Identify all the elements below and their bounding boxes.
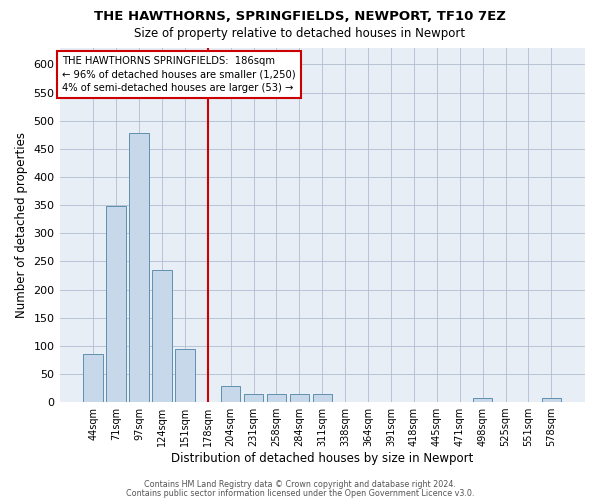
Text: Contains HM Land Registry data © Crown copyright and database right 2024.: Contains HM Land Registry data © Crown c… bbox=[144, 480, 456, 489]
Y-axis label: Number of detached properties: Number of detached properties bbox=[15, 132, 28, 318]
Bar bbox=[542, 398, 561, 402]
Bar bbox=[152, 270, 172, 402]
Text: THE HAWTHORNS, SPRINGFIELDS, NEWPORT, TF10 7EZ: THE HAWTHORNS, SPRINGFIELDS, NEWPORT, TF… bbox=[94, 10, 506, 23]
Text: Size of property relative to detached houses in Newport: Size of property relative to detached ho… bbox=[134, 28, 466, 40]
Text: THE HAWTHORNS SPRINGFIELDS:  186sqm
← 96% of detached houses are smaller (1,250): THE HAWTHORNS SPRINGFIELDS: 186sqm ← 96%… bbox=[62, 56, 296, 93]
Bar bbox=[473, 398, 493, 402]
Bar bbox=[267, 394, 286, 402]
Bar bbox=[313, 394, 332, 402]
Text: Contains public sector information licensed under the Open Government Licence v3: Contains public sector information licen… bbox=[126, 490, 474, 498]
Bar bbox=[175, 348, 194, 402]
Bar bbox=[106, 206, 126, 402]
X-axis label: Distribution of detached houses by size in Newport: Distribution of detached houses by size … bbox=[171, 452, 473, 465]
Bar bbox=[244, 394, 263, 402]
Bar bbox=[129, 133, 149, 402]
Bar bbox=[221, 386, 241, 402]
Bar bbox=[290, 394, 309, 402]
Bar bbox=[83, 354, 103, 402]
